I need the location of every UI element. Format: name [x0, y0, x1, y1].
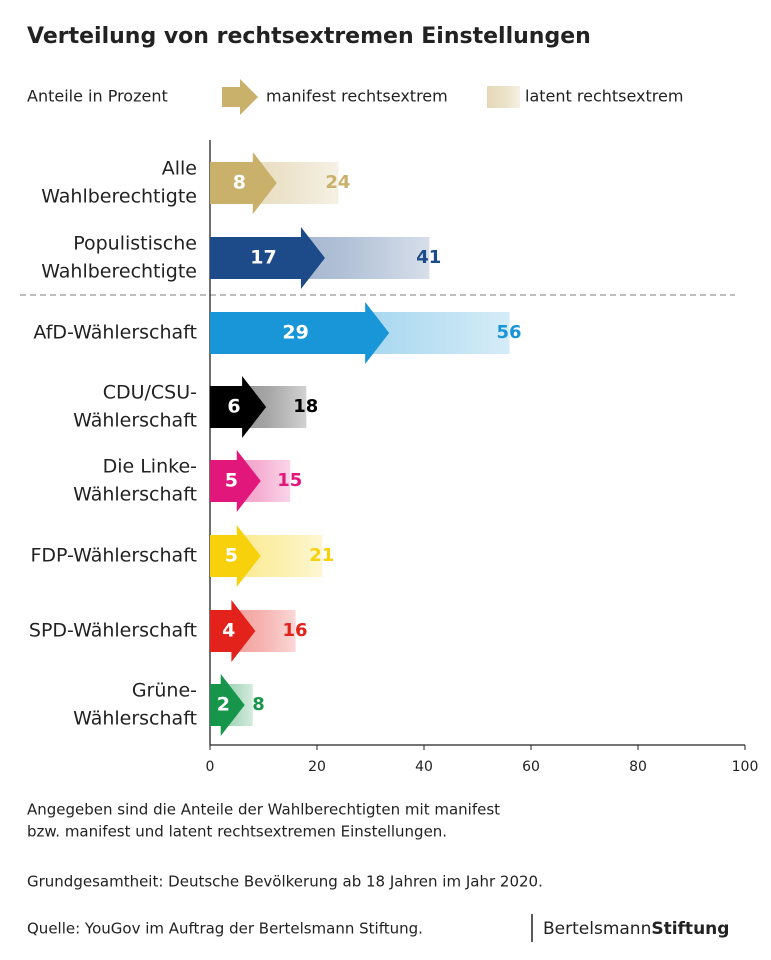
manifest-arrow [210, 674, 245, 736]
value-label: 2 [217, 694, 230, 716]
x-tick-label: 80 [629, 759, 647, 775]
value-label: 8 [233, 172, 246, 194]
category-label: Populistische [73, 233, 197, 255]
category-label: Wahlberechtigte [41, 186, 197, 208]
value-label: 29 [282, 322, 308, 344]
value-label: 56 [497, 322, 522, 343]
manifest-arrow [210, 152, 277, 214]
x-tick-label: 0 [206, 759, 215, 775]
x-tick-label: 20 [308, 759, 326, 775]
logo-part: Bertelsmann [543, 919, 651, 939]
x-tick-label: 60 [522, 759, 540, 775]
legend-swatch [487, 86, 520, 108]
basis: Grundgesamtheit: Deutsche Bevölkerung ab… [27, 873, 543, 891]
category-label: Wählerschaft [73, 708, 197, 730]
legend-label: latent rechtsextrem [525, 87, 683, 106]
category-label: Die Linke- [103, 456, 197, 478]
manifest-arrow [210, 450, 261, 512]
category-label: Wählerschaft [73, 410, 197, 432]
category-label: Wahlberechtigte [41, 261, 197, 283]
legend-label: manifest rechtsextrem [266, 87, 448, 106]
category-label: AfD-Wählerschaft [33, 322, 197, 344]
logo: BertelsmannStiftung [543, 919, 729, 939]
note: bzw. manifest und latent rechtsextremen … [27, 823, 447, 841]
category-label: SPD-Wählerschaft [29, 620, 197, 642]
x-tick-label: 100 [732, 759, 759, 775]
value-label: 21 [309, 545, 334, 566]
manifest-arrow [210, 227, 325, 289]
value-label: 24 [325, 172, 350, 193]
value-label: 41 [416, 247, 441, 268]
value-label: 15 [277, 470, 302, 491]
value-label: 18 [293, 396, 318, 417]
category-label: Grüne- [132, 680, 197, 702]
note: Angegeben sind die Anteile der Wahlberec… [27, 801, 500, 819]
value-label: 8 [252, 694, 265, 715]
value-label: 6 [227, 396, 240, 418]
source: Quelle: YouGov im Auftrag der Bertelsman… [27, 920, 423, 938]
value-label: 4 [222, 620, 235, 642]
category-label: FDP-Wählerschaft [30, 545, 197, 567]
value-label: 16 [283, 620, 308, 641]
category-label: Wählerschaft [73, 484, 197, 506]
chart-title: Verteilung von rechtsextremen Einstellun… [27, 24, 591, 49]
value-label: 17 [250, 247, 276, 269]
manifest-arrow [210, 600, 256, 662]
subtitle: Anteile in Prozent [27, 87, 168, 106]
category-label: CDU/CSU- [103, 382, 197, 404]
value-label: 5 [225, 470, 238, 492]
category-label: Alle [162, 158, 197, 180]
manifest-arrow [210, 302, 390, 364]
manifest-arrow [210, 376, 267, 438]
x-tick-label: 40 [415, 759, 433, 775]
legend-swatch [222, 79, 258, 115]
value-label: 5 [225, 545, 238, 567]
logo-part: Stiftung [651, 919, 729, 939]
manifest-arrow [210, 525, 261, 587]
